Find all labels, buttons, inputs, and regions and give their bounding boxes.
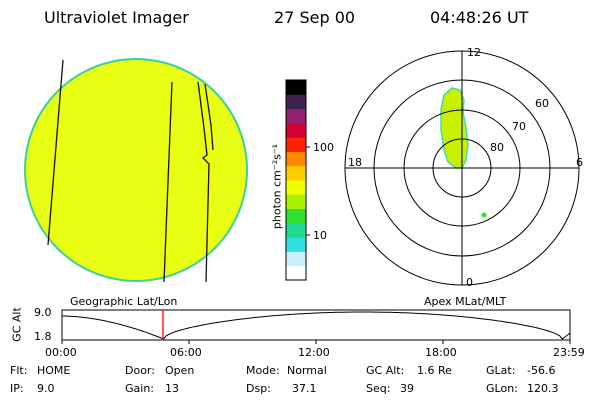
timeline-frame xyxy=(61,309,571,341)
x-tick-label: 12:00 xyxy=(298,346,330,359)
colorbar-segment xyxy=(286,208,306,224)
glon-value: 120.3 xyxy=(527,382,559,395)
door-value: Open xyxy=(165,364,195,377)
colorbar-segment xyxy=(286,80,306,95)
colorbar-segment xyxy=(286,237,306,252)
colorbar-segment xyxy=(286,194,306,210)
instrument-title: Ultraviolet Imager xyxy=(44,8,189,27)
dsp-value: 37.1 xyxy=(292,382,317,395)
time-label: 04:48:26 UT xyxy=(430,8,529,27)
colorbar-segment xyxy=(286,94,306,110)
lat-label-70: 70 xyxy=(512,120,526,133)
mlt-label-right: 6 xyxy=(576,156,583,169)
ip-label: IP: xyxy=(10,382,24,395)
colorbar-segment xyxy=(286,180,306,195)
lat-label-80: 80 xyxy=(490,141,504,154)
mlt-label-left: 18 xyxy=(348,156,362,169)
gain-label: Gain: xyxy=(125,382,154,395)
colorbar-segment xyxy=(286,151,306,167)
earth-disk xyxy=(24,58,248,282)
altitude-curve xyxy=(62,311,571,340)
glat-value: -56.6 xyxy=(527,364,556,377)
glat-label: GLat: xyxy=(486,364,516,377)
colorbar-tick-label: 10 xyxy=(313,229,327,242)
colorbar-segment xyxy=(286,137,306,152)
geo-grid-line xyxy=(47,59,64,246)
colorbar-segment xyxy=(286,122,306,138)
glon-label: GLon: xyxy=(486,382,518,395)
emission-spot xyxy=(481,212,487,218)
mode-value: Normal xyxy=(287,364,327,377)
colorbar-segment xyxy=(286,108,306,124)
ip-value: 9.0 xyxy=(37,382,55,395)
gc-alt-label: GC Alt: xyxy=(366,364,405,377)
gc-alt-value: 1.6 Re xyxy=(417,364,452,377)
geo-grid-line xyxy=(204,83,214,151)
flight-label: Flt: xyxy=(10,364,28,377)
apex-caption: Apex MLat/MLT xyxy=(424,295,507,308)
dsp-label: Dsp: xyxy=(246,382,271,395)
timeline-y-axis-label: GC Alt xyxy=(10,307,24,342)
geo-caption: Geographic Lat/Lon xyxy=(70,295,178,308)
y-tick-label: 1.8 xyxy=(34,330,52,343)
geo-grid-line xyxy=(197,81,210,283)
x-tick-label: 23:59 xyxy=(553,346,585,359)
door-label: Door: xyxy=(125,364,155,377)
seq-label: Seq: xyxy=(366,382,391,395)
x-tick-label: 00:00 xyxy=(45,346,77,359)
colorbar-segment xyxy=(286,265,306,281)
x-tick-label: 06:00 xyxy=(170,346,202,359)
colorbar-segment xyxy=(286,165,306,181)
lat-label-60: 60 xyxy=(535,97,549,110)
mode-label: Mode: xyxy=(246,364,280,377)
mlt-label-bottom: 0 xyxy=(466,276,473,289)
gain-value: 13 xyxy=(165,382,179,395)
date-label: 27 Sep 00 xyxy=(274,8,356,27)
mlt-label-top: 12 xyxy=(467,46,481,59)
flight-value: HOME xyxy=(37,364,71,377)
colorbar-frame xyxy=(285,79,307,281)
geo-grid-line xyxy=(163,81,173,283)
colorbar-gradient xyxy=(286,80,306,281)
colorbar-tick-label: 100 xyxy=(313,141,334,154)
seq-value: 39 xyxy=(400,382,414,395)
y-tick-label: 9.0 xyxy=(34,306,52,319)
x-tick-label: 18:00 xyxy=(425,346,457,359)
colorbar-segment xyxy=(286,251,306,267)
colorbar-segment xyxy=(286,222,306,238)
